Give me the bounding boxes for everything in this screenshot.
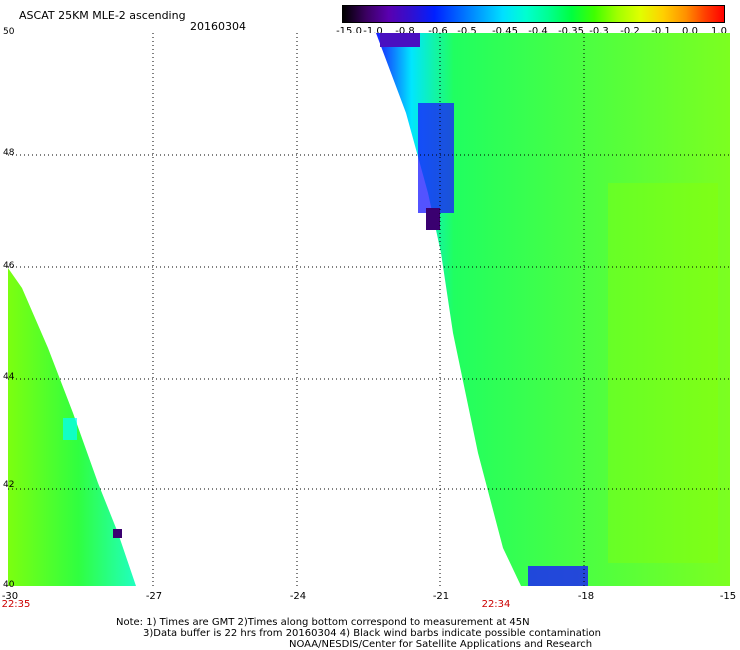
map-date: 20160304 — [190, 20, 246, 33]
time-label-right: 22:34 — [481, 599, 511, 610]
note-line-1: Note: 1) Times are GMT 2)Times along bot… — [116, 617, 530, 628]
x-tick-label: -30 — [1, 591, 19, 602]
time-label-left: 22:35 — [1, 599, 31, 610]
colorbar-label: -0.45 — [492, 26, 518, 37]
swath-left-cyan-patch — [63, 418, 77, 440]
colorbar-label: -0.4 — [528, 26, 548, 37]
swath-right-bottom-blue — [528, 566, 588, 586]
swath-right-light-patch — [608, 183, 718, 563]
swath-right-purple-top — [380, 33, 420, 47]
colorbar-label: 0.0 — [682, 26, 698, 37]
y-tick-label: 40 — [3, 580, 15, 590]
x-tick-label: -18 — [577, 591, 595, 602]
colorbar-label: -15.0 — [336, 26, 362, 37]
swath-right-purple-patch — [426, 208, 440, 230]
note-line-3: NOAA/NESDIS/Center for Satellite Applica… — [289, 639, 593, 650]
colorbar-label: -0.2 — [620, 26, 640, 37]
grid-lines — [8, 33, 730, 586]
colorbar-label: -0.6 — [428, 26, 448, 37]
swath-right-blue-patch — [418, 103, 454, 213]
colorbar — [342, 5, 725, 23]
x-tick-label: -15 — [719, 591, 737, 602]
colorbar-label: -0.35 — [558, 26, 584, 37]
y-tick-label: 50 — [3, 27, 15, 37]
colorbar-label: -0.5 — [457, 26, 477, 37]
colorbar-label: 1.0 — [711, 26, 727, 37]
swath-left-purple-patch — [113, 529, 122, 538]
colorbar-label: -0.8 — [395, 26, 415, 37]
y-tick-label: 46 — [3, 261, 15, 271]
map-title: ASCAT 25KM MLE-2 ascending — [19, 9, 186, 22]
y-tick-label: 44 — [3, 372, 15, 382]
note-line-2: 3)Data buffer is 22 hrs from 20160304 4)… — [143, 628, 601, 639]
x-tick-label: -21 — [432, 591, 450, 602]
colorbar-label: -1.0 — [363, 26, 383, 37]
wind-map — [8, 33, 730, 586]
x-tick-label: -24 — [289, 591, 307, 602]
swath-right — [376, 33, 730, 586]
colorbar-label: -0.1 — [651, 26, 671, 37]
y-tick-label: 42 — [3, 480, 15, 490]
colorbar-label: -0.3 — [589, 26, 609, 37]
x-tick-label: -27 — [145, 591, 163, 602]
y-tick-label: 48 — [3, 148, 15, 158]
